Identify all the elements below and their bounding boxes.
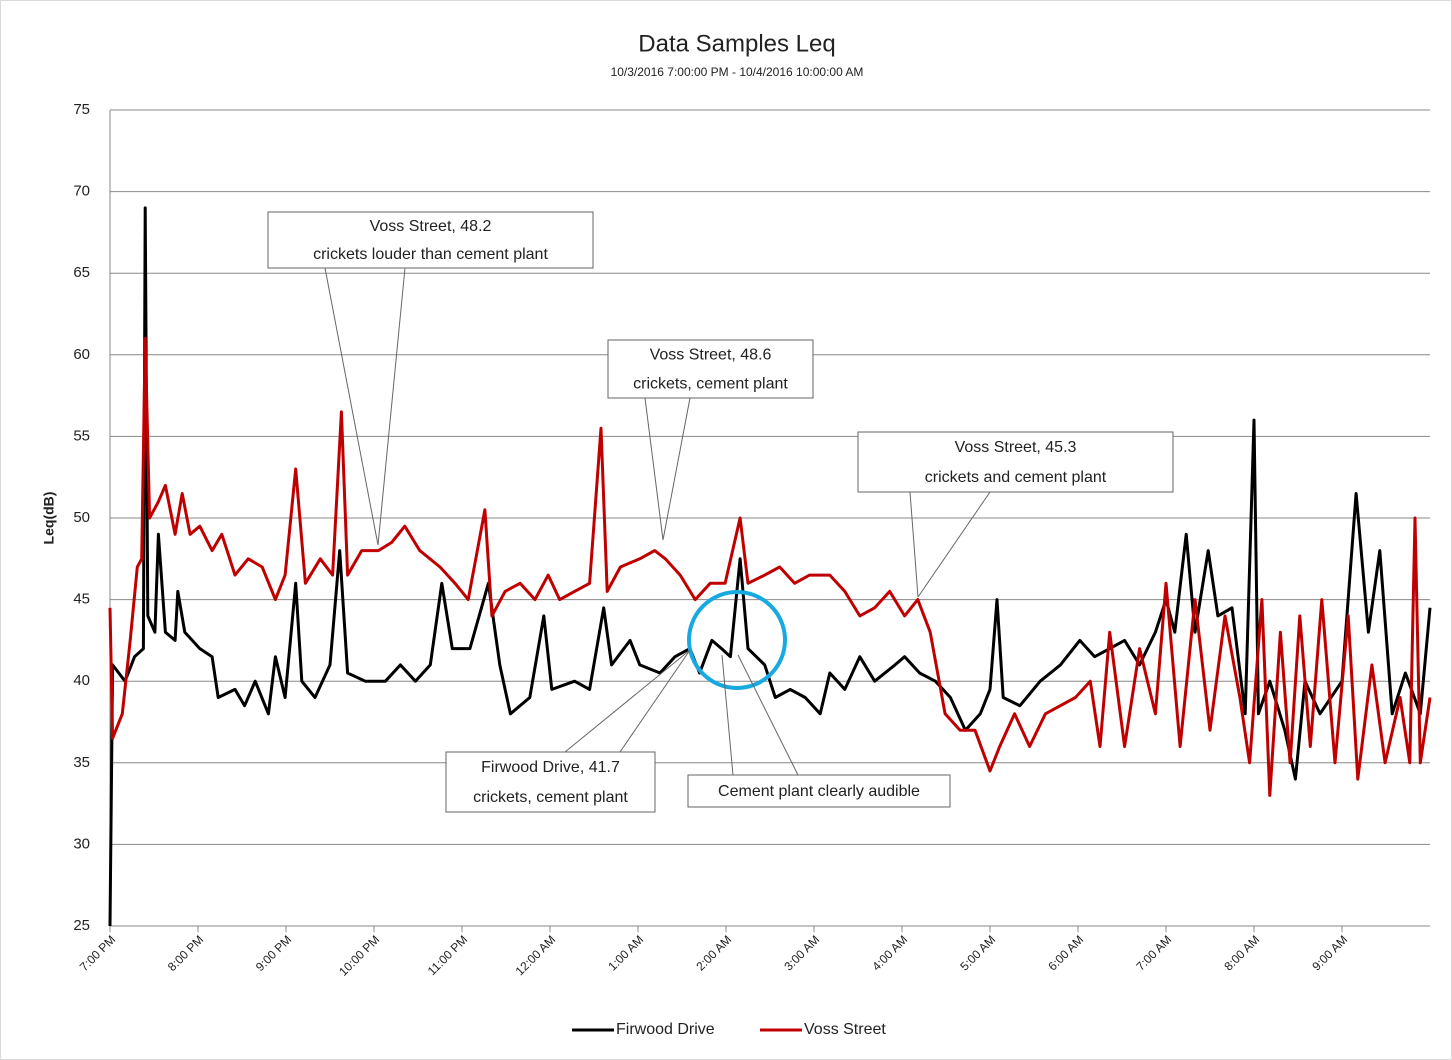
y-tick-label: 60 [73,346,90,363]
legend-label: Voss Street [804,1021,886,1038]
highlight-circle [687,590,787,690]
callout-text: Voss Street, 48.6 [650,347,772,364]
callout-text: Cement plant clearly audible [718,783,920,800]
leader-line [644,397,664,541]
callout-text: Voss Street, 48.2 [370,218,492,235]
leader-line [564,649,691,753]
leader-line [377,267,406,546]
callout-box [687,774,951,808]
y-tick-label: 50 [73,509,90,526]
y-tick-label: 65 [73,264,90,281]
leader-line [737,654,799,776]
leader-line [619,649,691,753]
callout-text: crickets, cement plant [633,376,788,393]
y-tick-label: 75 [73,101,90,118]
series-line [108,337,1432,797]
y-axis-label: Leq(dB) [41,492,57,545]
y-tick-label: 30 [73,835,90,852]
leader-line [917,491,991,598]
series-line [108,206,1432,927]
callout-box [445,751,656,813]
callout-text: crickets, cement plant [473,789,628,806]
callout-box [607,339,814,399]
y-tick-label: 55 [73,427,90,444]
callout-text: crickets and cement plant [925,469,1107,486]
y-tick-label: 35 [73,754,90,771]
leader-line [721,654,734,776]
leader-line [662,397,691,541]
y-tick-label: 45 [73,591,90,608]
callout-text: Voss Street, 45.3 [955,439,1077,456]
chart-subtitle: 10/3/2016 7:00:00 PM - 10/4/2016 10:00:0… [611,65,864,79]
chart-title: Data Samples Leq [638,30,835,57]
callout-box [267,211,594,269]
leader-line [324,267,379,546]
leader-line [909,491,919,598]
callout-text: Firwood Drive, 41.7 [481,759,620,776]
y-tick-label: 40 [73,672,90,689]
y-tick-label: 25 [73,917,90,934]
legend-label: Firwood Drive [616,1021,715,1038]
y-tick-label: 70 [73,183,90,200]
callout-box [857,431,1174,493]
callout-text: crickets louder than cement plant [313,246,548,263]
